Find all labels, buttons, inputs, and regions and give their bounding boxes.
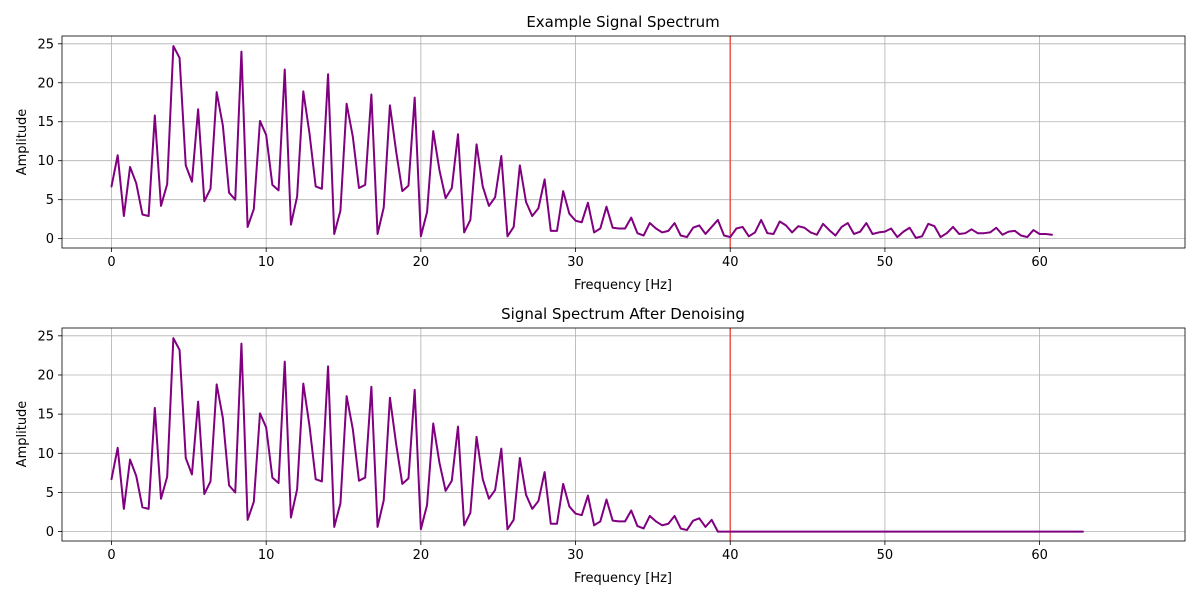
subplot-2: Signal Spectrum After Denoising 0 10 20 30 4… [15,305,1186,586]
chart-1-xlabel: Frequency [Hz] [574,278,672,293]
chart-1-ytick-label: 20 [37,76,54,91]
chart-1-xtick-label: 50 [877,255,894,270]
chart-2-series [110,337,1084,533]
chart-2-ytick-label: 15 [37,408,54,423]
chart-1-xtick-label: 10 [258,255,275,270]
chart-2-xtick-label: 60 [1031,548,1048,563]
chart-1-ytick-label: 0 [46,232,54,247]
chart-1-grid [62,36,1185,248]
chart-1-ytick-label: 15 [37,115,54,130]
subplot-1: Example Signal Spectrum 0 10 20 30 40 50 60 0 5 1… [15,13,1186,293]
chart-2-ylabel: Amplitude [15,401,30,468]
chart-2-xlabel: Frequency [Hz] [574,571,672,586]
chart-1-xtick-label: 20 [413,255,430,270]
chart-2-xtick-label: 50 [877,548,894,563]
chart-1-series-line [110,45,1053,239]
chart-1-ylabel: Amplitude [15,109,30,176]
chart-2-ytick-label: 20 [37,368,54,383]
chart-2-ytick-label: 5 [46,486,54,501]
chart-2-title: Signal Spectrum After Denoising [501,305,745,323]
chart-1-frame [61,35,1186,249]
chart-2-xtick-label: 20 [413,548,430,563]
chart-2-xtick-label: 30 [567,548,584,563]
chart-2-ticks: 0 10 20 30 40 50 60 0 5 10 15 20 25 [37,329,1047,563]
chart-2-xtick-label: 0 [107,548,115,563]
chart-1-ytick-label: 5 [46,193,54,208]
chart-1-ytick-label: 10 [37,154,54,169]
chart-2-frame [61,327,1186,542]
chart-2-series-line [110,337,1084,533]
chart-2-ytick-label: 0 [46,525,54,540]
chart-1-xtick-label: 60 [1031,255,1048,270]
chart-1-xtick-label: 30 [567,255,584,270]
chart-2-xtick-label: 40 [722,548,739,563]
chart-1-xtick-label: 40 [722,255,739,270]
chart-2-ytick-label: 25 [37,329,54,344]
chart-1-ytick-label: 25 [37,37,54,52]
chart-2-ytick-label: 10 [37,447,54,462]
chart-1-xtick-label: 0 [107,255,115,270]
chart-1-ticks: 0 10 20 30 40 50 60 0 5 10 15 20 25 [37,37,1047,270]
chart-1-series [110,45,1053,239]
chart-1-title: Example Signal Spectrum [526,13,719,31]
chart-2-grid [62,328,1185,541]
chart-2-xtick-label: 10 [258,548,275,563]
